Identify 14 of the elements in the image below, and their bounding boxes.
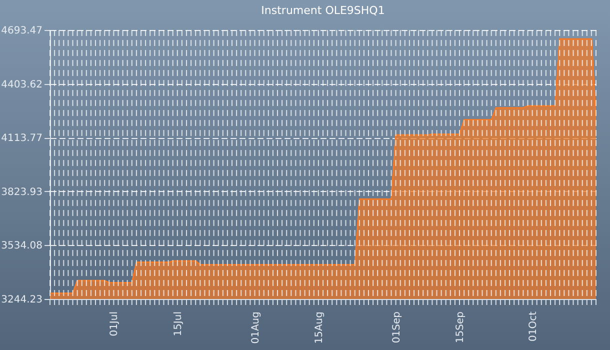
x-tick-label: 15Jul <box>172 312 184 336</box>
x-tick-label: 01Sep <box>391 312 402 344</box>
x-tick-label: 01Jul <box>109 312 120 336</box>
y-tick-label: 4693.47 <box>1 26 42 36</box>
y-tick-label: 4403.62 <box>1 79 42 90</box>
y-tick-label: 3244.23 <box>1 294 42 306</box>
x-tick-label: 01Oct <box>528 311 539 342</box>
chart-title: Instrument OLE9SHQ1 <box>261 4 385 17</box>
y-tick-label: 4113.77 <box>1 133 42 144</box>
x-tick-label: 15Sep <box>455 312 466 344</box>
x-tick-label: 15Aug <box>314 312 325 344</box>
x-tick-label: 01Aug <box>250 312 262 344</box>
y-tick-label: 3823.93 <box>1 186 42 198</box>
y-tick-label: 3534.08 <box>1 240 42 252</box>
